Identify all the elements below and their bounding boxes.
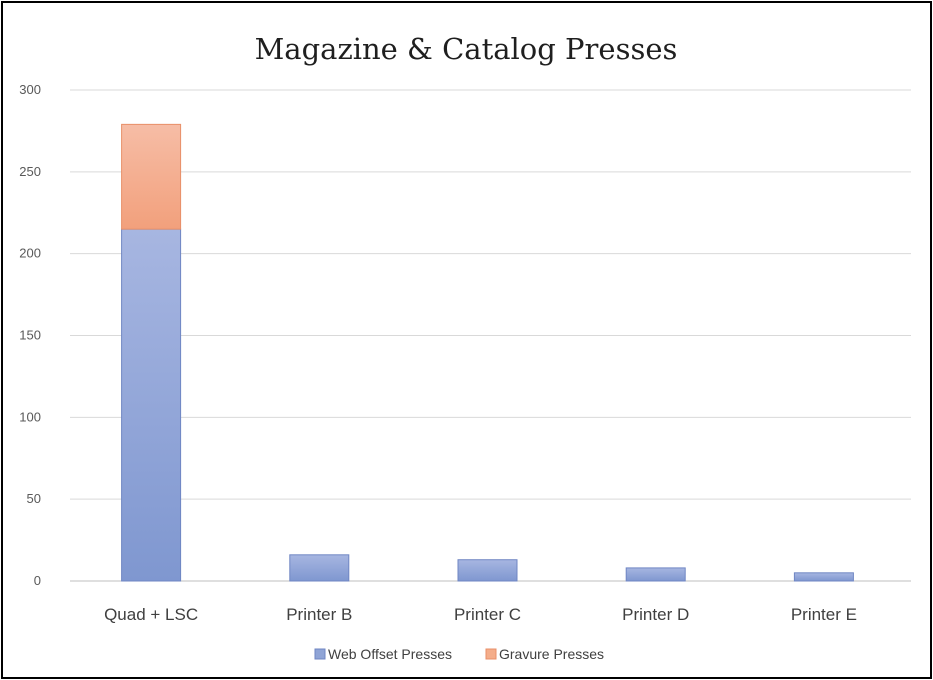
x-tick-label: Quad + LSC — [104, 605, 198, 624]
y-tick-label: 200 — [19, 246, 41, 261]
x-tick-label: Printer D — [622, 605, 689, 624]
x-tick-label: Printer B — [286, 605, 352, 624]
y-tick-label: 250 — [19, 164, 41, 179]
y-tick-label: 0 — [34, 573, 41, 588]
bar-web-offset — [625, 567, 686, 582]
y-tick-label: 300 — [19, 82, 41, 97]
y-tick-label: 100 — [19, 409, 41, 424]
grid — [70, 89, 911, 582]
bar-web-offset — [289, 554, 350, 582]
y-tick-label: 150 — [19, 328, 41, 343]
legend-swatch — [314, 648, 326, 660]
bar-gravure — [121, 123, 182, 230]
y-tick-label: 50 — [27, 491, 41, 506]
legend-label: Gravure Presses — [499, 646, 604, 662]
x-tick-label: Printer E — [791, 605, 857, 624]
x-axis-ticks: Quad + LSC Printer B Printer C Printer D Pri… — [104, 605, 857, 624]
chart-title: Magazine & Catalog Presses — [255, 32, 678, 66]
legend-label: Web Offset Presses — [328, 646, 452, 662]
x-tick-label: Printer C — [454, 605, 521, 624]
bars — [121, 123, 854, 582]
bar-web-offset — [457, 559, 518, 582]
bar-web-offset — [793, 572, 854, 582]
bar-web-offset — [121, 228, 182, 582]
chart: Magazine & Catalog Presses 0 50 100 150 200 2… — [19, 32, 911, 662]
legend: Web Offset Presses Gravure Presses — [314, 646, 604, 662]
legend-swatch — [485, 648, 497, 660]
y-axis-ticks: 0 50 100 150 200 250 300 — [19, 82, 41, 588]
